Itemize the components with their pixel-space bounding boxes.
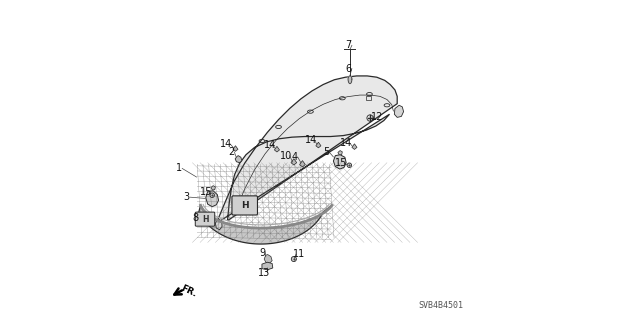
Text: 6: 6 bbox=[346, 63, 352, 74]
Text: 12: 12 bbox=[371, 112, 383, 122]
Polygon shape bbox=[333, 155, 346, 169]
Polygon shape bbox=[275, 146, 280, 152]
Polygon shape bbox=[216, 76, 397, 223]
Polygon shape bbox=[216, 219, 222, 230]
Text: 4: 4 bbox=[291, 152, 298, 162]
Polygon shape bbox=[394, 105, 404, 117]
Text: 15: 15 bbox=[335, 158, 348, 168]
Polygon shape bbox=[264, 255, 272, 263]
Text: 7: 7 bbox=[346, 40, 352, 50]
Text: 14: 14 bbox=[264, 139, 276, 150]
Polygon shape bbox=[235, 156, 242, 163]
Polygon shape bbox=[316, 142, 321, 148]
Polygon shape bbox=[348, 76, 352, 84]
Polygon shape bbox=[233, 146, 238, 151]
Polygon shape bbox=[338, 151, 342, 155]
Polygon shape bbox=[300, 160, 305, 167]
Text: 13: 13 bbox=[259, 268, 271, 278]
Polygon shape bbox=[199, 205, 332, 244]
Text: 14: 14 bbox=[305, 135, 317, 145]
Polygon shape bbox=[211, 186, 216, 190]
Text: 3: 3 bbox=[184, 192, 189, 202]
Text: 2: 2 bbox=[228, 147, 234, 157]
Text: H: H bbox=[202, 215, 209, 224]
Circle shape bbox=[347, 163, 351, 167]
Text: 8: 8 bbox=[192, 213, 198, 223]
FancyBboxPatch shape bbox=[232, 196, 257, 215]
Text: FR.: FR. bbox=[179, 284, 198, 299]
Text: 10: 10 bbox=[280, 151, 292, 161]
Text: 14: 14 bbox=[340, 138, 353, 148]
Polygon shape bbox=[206, 191, 218, 207]
Text: 14: 14 bbox=[220, 138, 233, 149]
Polygon shape bbox=[291, 159, 297, 165]
Text: 11: 11 bbox=[293, 249, 305, 259]
Circle shape bbox=[291, 256, 296, 262]
Text: 9: 9 bbox=[259, 248, 265, 258]
FancyBboxPatch shape bbox=[195, 212, 215, 226]
Polygon shape bbox=[352, 144, 357, 149]
Text: 5: 5 bbox=[323, 147, 330, 158]
Text: SVB4B4501: SVB4B4501 bbox=[418, 301, 463, 310]
Text: H: H bbox=[241, 201, 248, 210]
Text: 1: 1 bbox=[176, 163, 182, 174]
Circle shape bbox=[210, 193, 214, 197]
Text: 15: 15 bbox=[200, 187, 212, 197]
Polygon shape bbox=[262, 262, 273, 270]
